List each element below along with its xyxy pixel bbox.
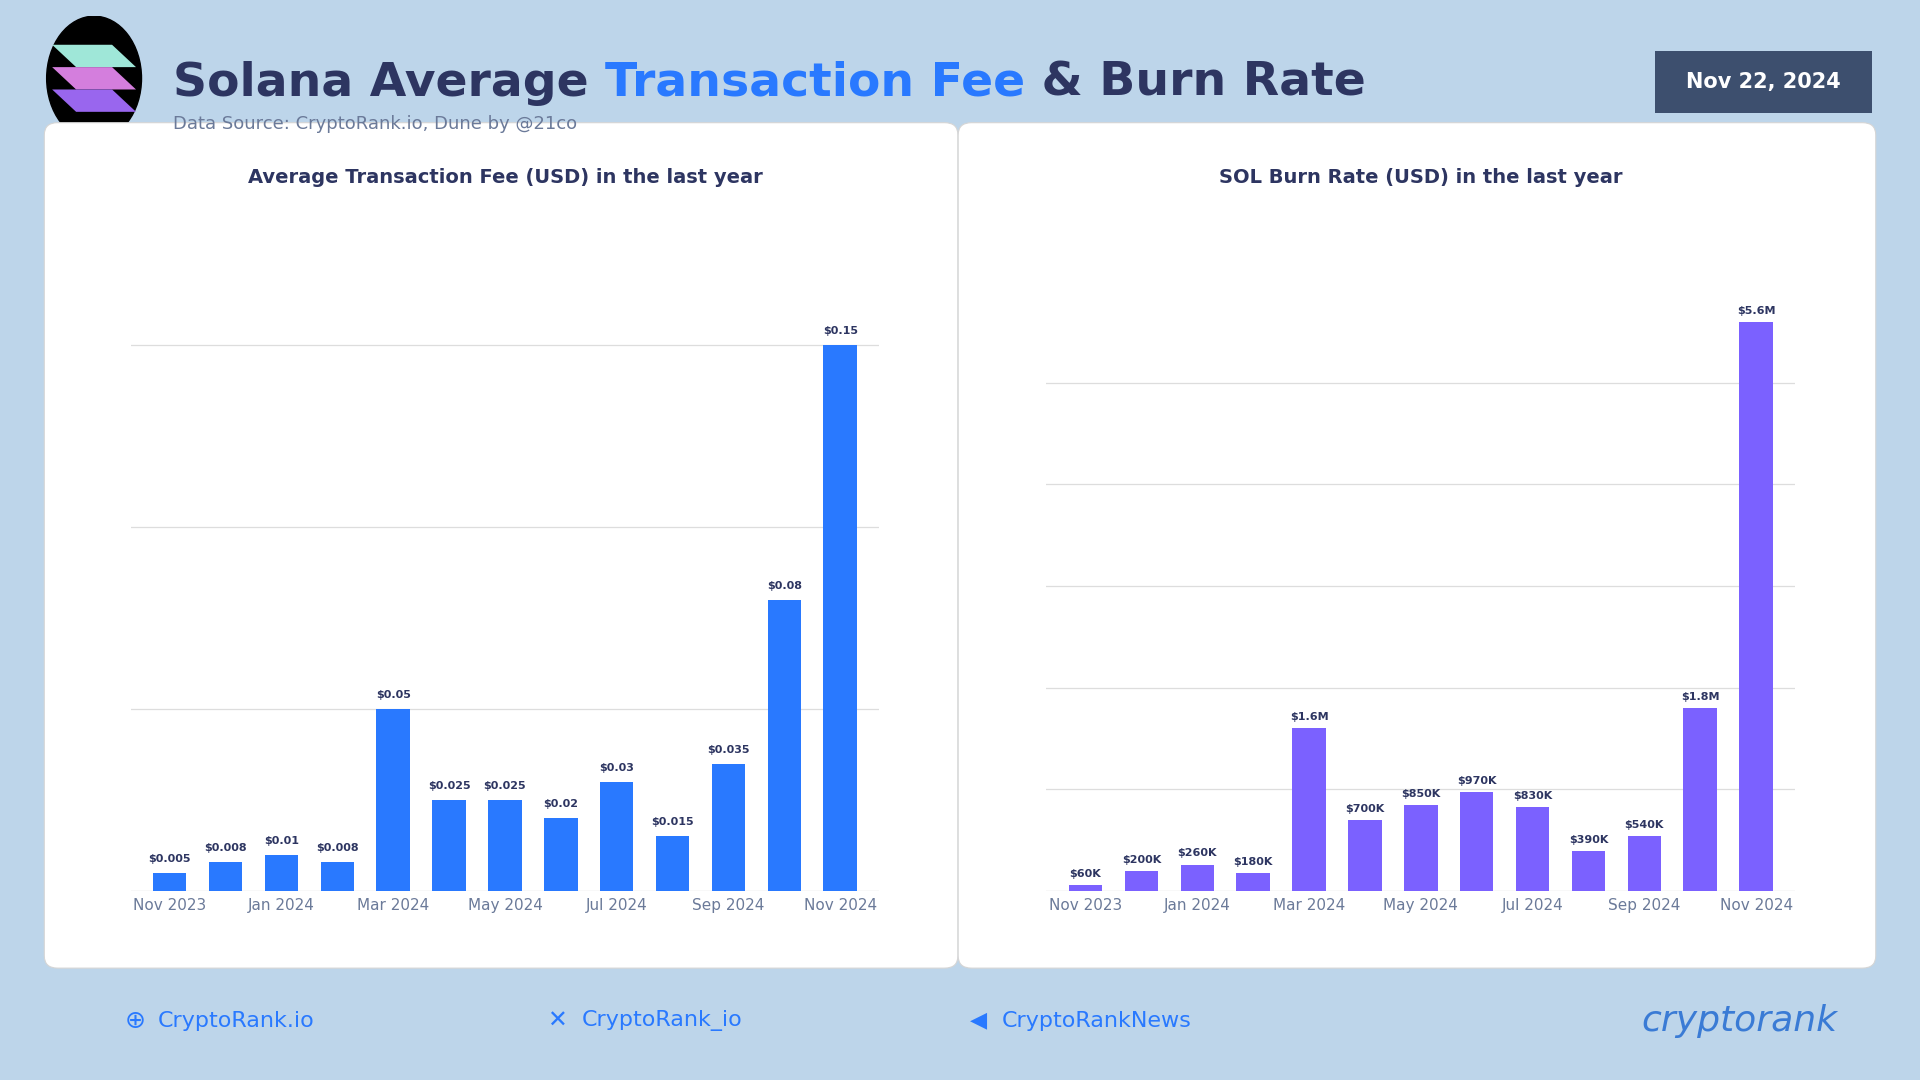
FancyBboxPatch shape	[958, 123, 1876, 968]
Text: Nov 22, 2024: Nov 22, 2024	[1686, 72, 1841, 92]
Text: $0.035: $0.035	[707, 744, 749, 755]
Text: Solana Average: Solana Average	[173, 60, 605, 106]
Bar	[1459, 793, 1494, 891]
Ellipse shape	[46, 16, 142, 140]
Text: CryptoRank.io: CryptoRank.io	[157, 1011, 315, 1030]
Bar	[209, 862, 242, 891]
Bar	[1684, 708, 1716, 891]
Text: $5.6M: $5.6M	[1738, 306, 1776, 315]
Text: $970K: $970K	[1457, 777, 1496, 786]
Text: $0.015: $0.015	[651, 818, 693, 827]
Text: $1.8M: $1.8M	[1680, 692, 1720, 702]
Text: $0.02: $0.02	[543, 799, 578, 809]
Text: $0.01: $0.01	[263, 836, 300, 846]
Polygon shape	[52, 44, 136, 67]
Polygon shape	[52, 90, 136, 112]
Bar	[1572, 851, 1605, 891]
Text: $540K: $540K	[1624, 820, 1665, 831]
Bar	[1069, 885, 1102, 891]
Text: $260K: $260K	[1177, 849, 1217, 859]
Text: $60K: $60K	[1069, 868, 1102, 879]
Text: $0.025: $0.025	[428, 781, 470, 791]
Text: CryptoRankNews: CryptoRankNews	[1002, 1011, 1192, 1030]
Text: ◀: ◀	[970, 1011, 987, 1030]
Text: $0.15: $0.15	[824, 326, 858, 336]
Text: $0.08: $0.08	[766, 581, 803, 591]
Text: & Burn Rate: & Burn Rate	[1025, 60, 1365, 106]
Bar	[1236, 873, 1269, 891]
Bar	[1181, 865, 1213, 891]
Text: cryptorank: cryptorank	[1642, 1003, 1837, 1038]
Text: Transaction Fee: Transaction Fee	[605, 60, 1025, 106]
Text: $390K: $390K	[1569, 835, 1609, 846]
Bar	[1348, 820, 1382, 891]
FancyBboxPatch shape	[1644, 48, 1884, 117]
Bar	[599, 782, 634, 891]
Bar	[1292, 728, 1327, 891]
Text: $0.05: $0.05	[376, 690, 411, 700]
Text: $850K: $850K	[1402, 788, 1440, 798]
Polygon shape	[52, 67, 136, 90]
Bar	[321, 862, 353, 891]
Title: SOL Burn Rate (USD) in the last year: SOL Burn Rate (USD) in the last year	[1219, 168, 1622, 187]
Text: $0.005: $0.005	[148, 853, 190, 864]
Bar	[712, 764, 745, 891]
Bar	[543, 819, 578, 891]
Text: Data Source: CryptoRank.io, Dune by @21co: Data Source: CryptoRank.io, Dune by @21c…	[173, 116, 576, 133]
Bar	[824, 346, 856, 891]
Text: $180K: $180K	[1233, 856, 1273, 866]
Title: Average Transaction Fee (USD) in the last year: Average Transaction Fee (USD) in the las…	[248, 168, 762, 187]
Text: $0.03: $0.03	[599, 762, 634, 773]
Text: $0.025: $0.025	[484, 781, 526, 791]
Bar	[1404, 805, 1438, 891]
Text: $700K: $700K	[1346, 804, 1384, 813]
Bar	[1125, 870, 1158, 891]
Bar	[432, 800, 467, 891]
Bar	[265, 854, 298, 891]
Bar	[1740, 322, 1772, 891]
Bar	[488, 800, 522, 891]
Bar	[1515, 807, 1549, 891]
Text: CryptoRank_io: CryptoRank_io	[582, 1010, 743, 1031]
Bar	[376, 710, 411, 891]
Text: ⊕: ⊕	[125, 1009, 146, 1032]
Bar	[657, 836, 689, 891]
Bar	[768, 600, 801, 891]
Text: $200K: $200K	[1121, 854, 1162, 865]
Text: ✕: ✕	[547, 1009, 566, 1032]
FancyBboxPatch shape	[44, 123, 958, 968]
Text: $1.6M: $1.6M	[1290, 713, 1329, 723]
Bar	[154, 873, 186, 891]
Text: $0.008: $0.008	[317, 842, 359, 853]
Bar	[1628, 836, 1661, 891]
Text: $0.008: $0.008	[204, 842, 248, 853]
Text: $830K: $830K	[1513, 791, 1551, 800]
